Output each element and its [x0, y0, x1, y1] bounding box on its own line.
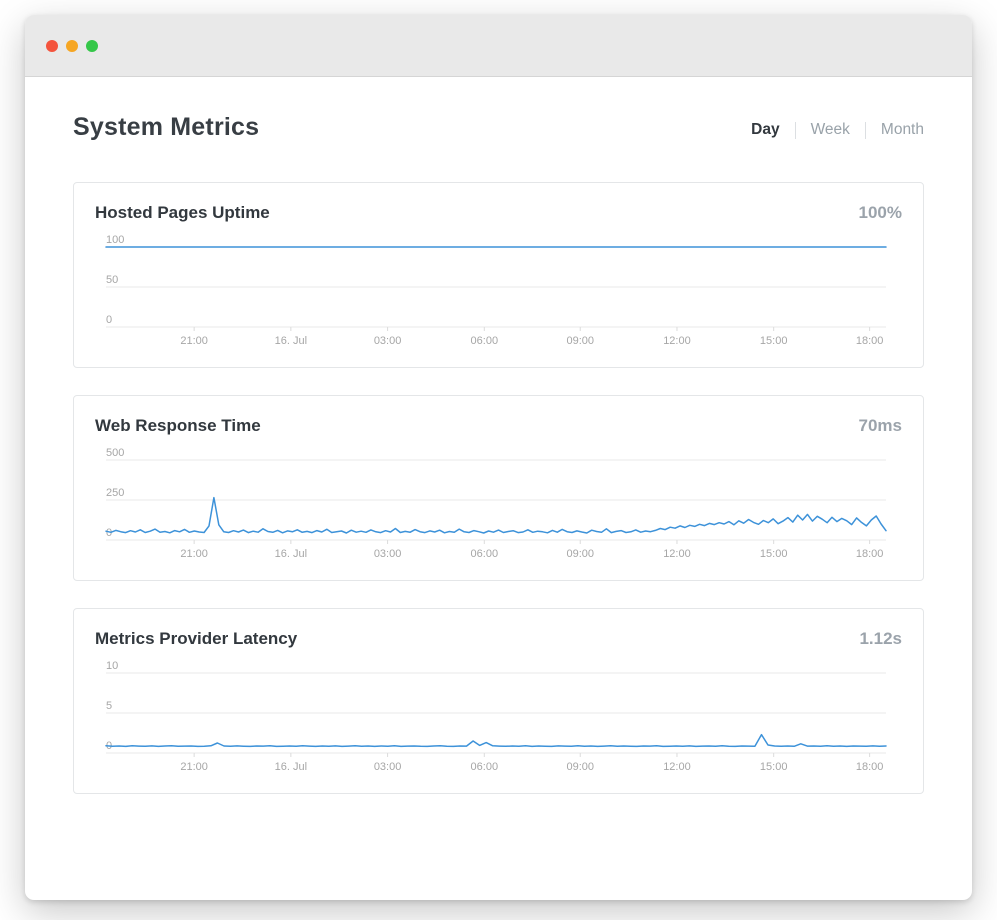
tab-divider — [864, 121, 866, 139]
card-header: Metrics Provider Latency 1.12s — [95, 629, 902, 649]
page-title: System Metrics — [73, 113, 260, 141]
svg-text:16. Jul: 16. Jul — [275, 548, 307, 560]
svg-text:06:00: 06:00 — [471, 335, 499, 347]
svg-text:50: 50 — [106, 274, 118, 286]
svg-text:15:00: 15:00 — [760, 548, 788, 560]
page-header: System Metrics Day Week Month — [73, 113, 924, 142]
svg-text:18:00: 18:00 — [856, 548, 884, 560]
svg-text:21:00: 21:00 — [180, 335, 208, 347]
svg-text:21:00: 21:00 — [180, 761, 208, 773]
tab-week[interactable]: Week — [810, 121, 850, 138]
svg-text:12:00: 12:00 — [663, 761, 691, 773]
svg-text:15:00: 15:00 — [760, 761, 788, 773]
svg-text:18:00: 18:00 — [856, 761, 884, 773]
current-value: 1.12s — [859, 629, 902, 648]
card-title: Web Response Time — [95, 416, 261, 435]
svg-text:03:00: 03:00 — [374, 548, 402, 560]
response-time-chart: 0 250 500 21:00 16. Jul 03:00 06:00 09:00 12:00 1… — [105, 447, 887, 560]
card-header: Hosted Pages Uptime 100% — [95, 203, 902, 223]
svg-text:06:00: 06:00 — [471, 548, 499, 560]
window-controls — [46, 39, 98, 52]
svg-text:03:00: 03:00 — [374, 761, 402, 773]
svg-text:21:00: 21:00 — [180, 548, 208, 560]
svg-text:16. Jul: 16. Jul — [275, 761, 307, 773]
svg-text:10: 10 — [106, 660, 118, 672]
svg-text:500: 500 — [106, 447, 124, 459]
card-header: Web Response Time 70ms — [95, 416, 902, 436]
card-title: Metrics Provider Latency — [95, 629, 298, 648]
zoom-button[interactable] — [86, 39, 98, 52]
window-titlebar — [25, 15, 972, 77]
svg-text:16. Jul: 16. Jul — [275, 335, 307, 347]
close-button[interactable] — [46, 39, 58, 52]
app-window: System Metrics Day Week Month Hosted Pag… — [25, 15, 972, 900]
svg-text:18:00: 18:00 — [856, 335, 884, 347]
metric-cards: Hosted Pages Uptime 100% 0 50 100 21:00 16. … — [73, 182, 924, 794]
svg-text:06:00: 06:00 — [471, 761, 499, 773]
svg-text:12:00: 12:00 — [663, 335, 691, 347]
tab-month[interactable]: Month — [880, 121, 924, 138]
response-time-card: Web Response Time 70ms 0 250 500 21:00 16. J… — [73, 395, 924, 581]
svg-text:250: 250 — [106, 487, 124, 499]
svg-text:09:00: 09:00 — [566, 761, 594, 773]
svg-text:100: 100 — [106, 234, 124, 246]
svg-text:09:00: 09:00 — [566, 335, 594, 347]
tab-divider — [794, 121, 796, 139]
time-range-tabs: Day Week Month — [751, 121, 924, 142]
minimize-button[interactable] — [66, 39, 78, 52]
svg-text:0: 0 — [106, 314, 112, 326]
svg-text:12:00: 12:00 — [663, 548, 691, 560]
page-content: System Metrics Day Week Month Hosted Pag… — [25, 77, 972, 794]
card-title: Hosted Pages Uptime — [95, 203, 270, 222]
latency-card: Metrics Provider Latency 1.12s 0 5 10 21:00… — [73, 608, 924, 794]
current-value: 100% — [858, 203, 902, 222]
svg-text:09:00: 09:00 — [566, 548, 594, 560]
svg-text:5: 5 — [106, 700, 112, 712]
tab-day[interactable]: Day — [751, 121, 780, 138]
svg-text:03:00: 03:00 — [374, 335, 402, 347]
svg-text:0: 0 — [106, 527, 112, 539]
uptime-card: Hosted Pages Uptime 100% 0 50 100 21:00 16. … — [73, 182, 924, 368]
current-value: 70ms — [858, 416, 902, 435]
uptime-chart: 0 50 100 21:00 16. Jul 03:00 06:00 09:00 12:00 15… — [105, 234, 887, 347]
svg-text:15:00: 15:00 — [760, 335, 788, 347]
